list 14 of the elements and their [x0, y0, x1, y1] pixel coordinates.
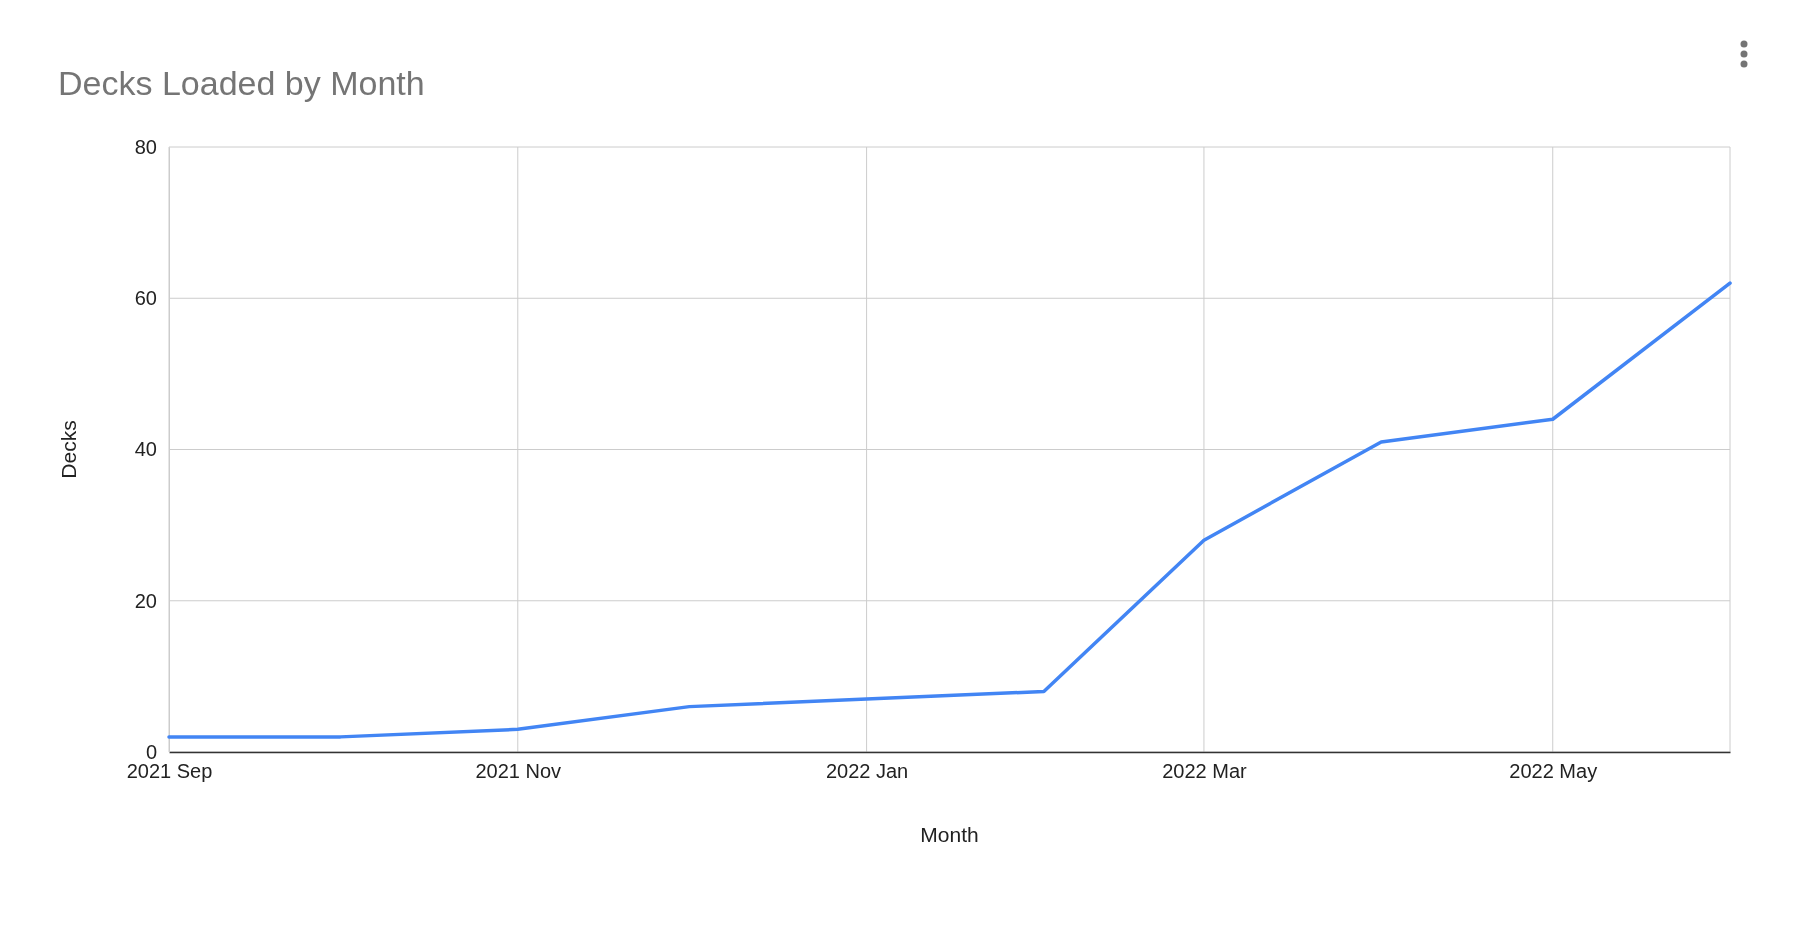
x-tick-label: 2021 Nov: [475, 760, 562, 783]
y-tick-label: 40: [134, 438, 157, 461]
y-tick-label: 60: [134, 287, 157, 310]
x-tick-label: 2022 May: [1509, 760, 1598, 783]
y-tick-label: 80: [134, 135, 157, 158]
y-tick-label: 20: [134, 589, 157, 612]
x-tick-label: 2021 Sep: [126, 760, 213, 783]
x-tick-label: 2022 Jan: [825, 760, 909, 783]
line-series: [167, 281, 1732, 739]
y-tick-label: 0: [145, 740, 157, 763]
x-axis-title: Month: [920, 823, 979, 846]
y-axis-title: Decks: [57, 420, 80, 479]
x-tick-label: 2022 Mar: [1162, 760, 1248, 783]
chart-title: Decks Loaded by Month: [58, 64, 425, 102]
